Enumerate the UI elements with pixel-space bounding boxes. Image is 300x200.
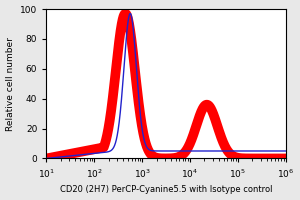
X-axis label: CD20 (2H7) PerCP-Cyanine5.5 with Isotype control: CD20 (2H7) PerCP-Cyanine5.5 with Isotype… bbox=[60, 185, 272, 194]
Y-axis label: Relative cell number: Relative cell number bbox=[6, 37, 15, 131]
